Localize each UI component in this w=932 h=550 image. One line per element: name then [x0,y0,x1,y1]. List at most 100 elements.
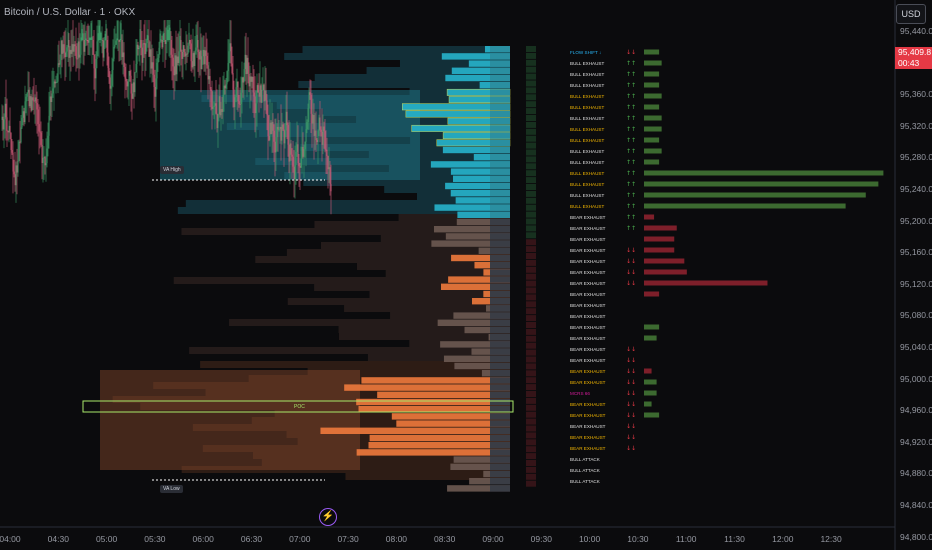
signal-strength-bar [644,192,866,198]
candle-body [87,40,89,43]
candle-body [193,53,195,66]
profile-delta-cell [490,247,510,254]
lightning-icon[interactable]: ⚡ [319,508,337,526]
candle-body [314,130,316,136]
time-tick-label: 11:00 [675,534,697,544]
volume-profile-row [320,427,510,434]
profile-delta-cell [490,463,510,470]
signal-label: BULL EXHAUST [570,72,604,77]
delta-ladder-cell [526,52,536,59]
signal-label: BULL EXHAUST [570,105,604,110]
candle-body [120,23,122,40]
volume-profile-row [450,463,510,470]
candle-body [79,54,81,58]
delta-ladder-cell [526,46,536,52]
candle-body [274,141,276,153]
candle-body [111,69,113,86]
delta-ladder-cell [526,356,536,363]
signal-label: BULL EXHAUST [570,94,604,99]
profile-delta-cell [490,53,510,60]
candle-body [325,149,327,151]
candle-body [270,122,272,134]
signal-label: BEAR EXHAUST [570,402,606,407]
delta-ladder-cell [526,204,536,211]
candle-body [229,43,231,52]
candle-body [102,40,104,58]
candle-body [138,47,140,50]
candle-body [140,40,142,48]
candle-body [196,34,198,48]
signal-strength-bar [644,71,660,77]
signal-arrow: ↑↑ [626,60,636,67]
candle-body [110,85,112,89]
symbol-title[interactable]: Bitcoin / U.S. Dollar · 1 · OKX [4,7,136,18]
volume-profile-row [433,226,510,233]
candle-body [268,136,270,141]
poc-line [82,400,514,413]
candle-body [218,96,220,115]
candle-body [39,131,41,133]
candle-body [35,97,37,104]
signal-label: FLOW SHIFT ↓ [570,50,601,55]
signal-label: BEAR EXHAUST [570,380,606,385]
signal-label: BEAR EXHAUST [570,259,606,264]
candle-body [137,44,139,50]
signal-strength-bar [644,82,660,88]
signal-arrow: ↓↓ [626,280,636,287]
time-tick-label: 10:30 [627,534,649,544]
currency-button[interactable]: USD [896,4,926,24]
candle-body [208,76,210,80]
candle-body [284,130,286,144]
profile-background-row [251,417,510,424]
delta-ladder-cell [526,266,536,273]
volume-profile-row [464,326,510,334]
candle-body [185,53,187,57]
time-tick-label: 10:00 [578,534,601,544]
candle-body [67,31,69,48]
signal-label: BULL EXHAUST [570,83,604,88]
candle-body [131,93,133,99]
candle-body [195,47,197,51]
profile-background-row [287,298,510,305]
profile-delta-cell [490,362,510,370]
candle-body [17,160,19,173]
signal-strength-bar [644,159,660,165]
candle-body [250,76,252,82]
volume-profile-row [469,478,510,485]
delta-ladder-cell [526,253,536,259]
candle-body [206,55,208,66]
price-tick-label: 94,920.0 [900,436,932,447]
volume-profile-row [441,283,510,290]
candle-body [254,96,256,114]
profile-background-row [399,60,510,67]
profile-background-row [380,235,510,242]
candle-body [28,89,30,107]
profile-delta-cell [490,46,510,53]
signal-arrow: ↓↓ [626,247,636,254]
candle-body [201,56,203,69]
signal-strength-bar [644,335,657,341]
volume-profile-row [430,161,510,168]
candle-body [73,44,75,52]
candle-body [34,97,36,102]
candle-body [210,89,212,91]
candle-body [104,33,106,41]
signal-strength-bar [644,324,660,330]
current-price-tag: 95,409.8 00:43 [895,47,932,69]
candle-body [326,149,328,157]
delta-ladder-cell [526,259,536,266]
volume-profile-row [451,254,510,262]
candle-body [156,62,158,79]
profile-delta-cell [490,427,510,434]
candle-body [96,41,98,59]
profile-delta-cell [490,132,510,139]
candle-body [214,103,216,106]
candle-body [194,50,196,66]
candlestick-series [1,20,332,215]
delta-ladder-cell [526,232,536,239]
profile-background-row [314,74,510,81]
price-tick-label: 95,040.0 [900,342,932,352]
candle-body [291,154,293,157]
time-tick-label: 06:00 [192,534,214,544]
